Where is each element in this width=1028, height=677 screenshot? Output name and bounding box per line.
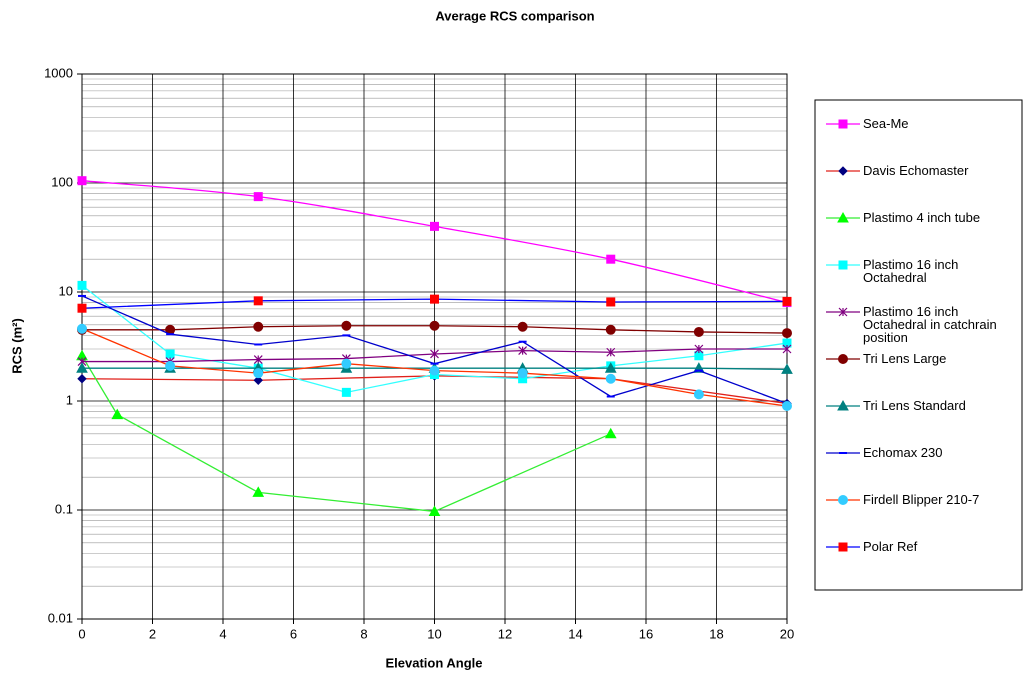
y-axis-label: RCS (m²)	[9, 318, 24, 374]
x-tick-label: 8	[360, 626, 367, 641]
marker	[76, 362, 88, 373]
marker	[111, 408, 124, 420]
legend-marker	[838, 542, 848, 552]
chart-title: Average RCS comparison	[435, 8, 594, 23]
marker	[341, 320, 352, 331]
legend-label: Davis Echomaster	[863, 163, 969, 178]
marker	[428, 505, 441, 516]
marker	[341, 387, 351, 397]
marker	[606, 254, 616, 264]
legend-box	[814, 99, 1023, 591]
legend-marker	[838, 260, 848, 270]
x-tick-label: 0	[78, 626, 85, 641]
x-tick-label: 20	[780, 626, 794, 641]
marker	[693, 389, 704, 400]
legend-marker	[838, 166, 848, 176]
marker	[430, 349, 439, 359]
legend-label: Tri Lens Large	[863, 351, 947, 366]
y-tick-label: 0.01	[48, 610, 73, 625]
marker	[77, 374, 87, 384]
marker	[604, 362, 617, 373]
marker	[77, 323, 87, 334]
marker	[429, 365, 440, 376]
marker	[517, 321, 528, 332]
marker	[165, 360, 176, 371]
legend-label: Tri Lens Standard	[863, 398, 966, 413]
marker	[77, 176, 87, 186]
marker	[606, 297, 616, 307]
marker	[253, 368, 264, 379]
marker	[252, 486, 265, 497]
marker	[604, 427, 617, 439]
marker	[77, 280, 87, 290]
legend-label: Plastimo 16 inch Octahedral	[863, 257, 959, 285]
x-tick-label: 4	[219, 626, 226, 641]
legend-label: Polar Ref	[863, 539, 918, 554]
marker	[77, 303, 87, 313]
marker	[782, 344, 792, 354]
x-tick-label: 6	[290, 626, 297, 641]
marker	[253, 192, 263, 202]
x-tick-label: 18	[709, 626, 723, 641]
y-tick-label: 1000	[44, 65, 73, 80]
marker	[253, 375, 263, 385]
legend-marker	[838, 119, 848, 129]
marker	[606, 347, 616, 357]
marker	[430, 221, 439, 231]
marker	[693, 326, 704, 337]
x-tick-label: 10	[427, 626, 441, 641]
marker	[782, 328, 792, 339]
x-axis-label: Elevation Angle	[385, 655, 482, 670]
legend-label: Echomax 230	[863, 445, 943, 460]
legend-marker	[837, 211, 849, 223]
legend-marker	[838, 354, 848, 364]
legend-label: Plastimo 16 inch Octahedral in catchrain…	[863, 304, 997, 345]
marker	[165, 349, 175, 359]
y-tick-label: 100	[51, 174, 73, 189]
x-tick-label: 16	[639, 626, 653, 641]
y-tick-label: 0.1	[55, 501, 73, 516]
legend-label: Plastimo 4 inch tube	[863, 210, 981, 225]
legend-marker	[837, 399, 849, 411]
marker	[430, 294, 439, 304]
marker	[605, 373, 616, 384]
marker	[341, 358, 352, 369]
marker	[782, 296, 792, 306]
marker	[253, 296, 263, 306]
marker	[694, 344, 704, 354]
marker	[518, 346, 528, 356]
y-tick-label: 1	[66, 392, 73, 407]
marker	[517, 368, 528, 379]
marker	[605, 324, 616, 335]
marker	[253, 321, 264, 332]
x-tick-label: 2	[149, 626, 156, 641]
marker	[781, 363, 793, 374]
legend-label: Firdell Blipper 210-7	[863, 492, 980, 507]
legend-marker	[838, 307, 848, 317]
marker	[782, 400, 792, 411]
x-tick-label: 12	[498, 626, 512, 641]
legend-marker	[838, 495, 848, 505]
y-tick-label: 10	[59, 283, 73, 298]
legend-label: Sea-Me	[863, 116, 909, 131]
marker	[429, 320, 440, 331]
x-tick-label: 14	[568, 626, 582, 641]
